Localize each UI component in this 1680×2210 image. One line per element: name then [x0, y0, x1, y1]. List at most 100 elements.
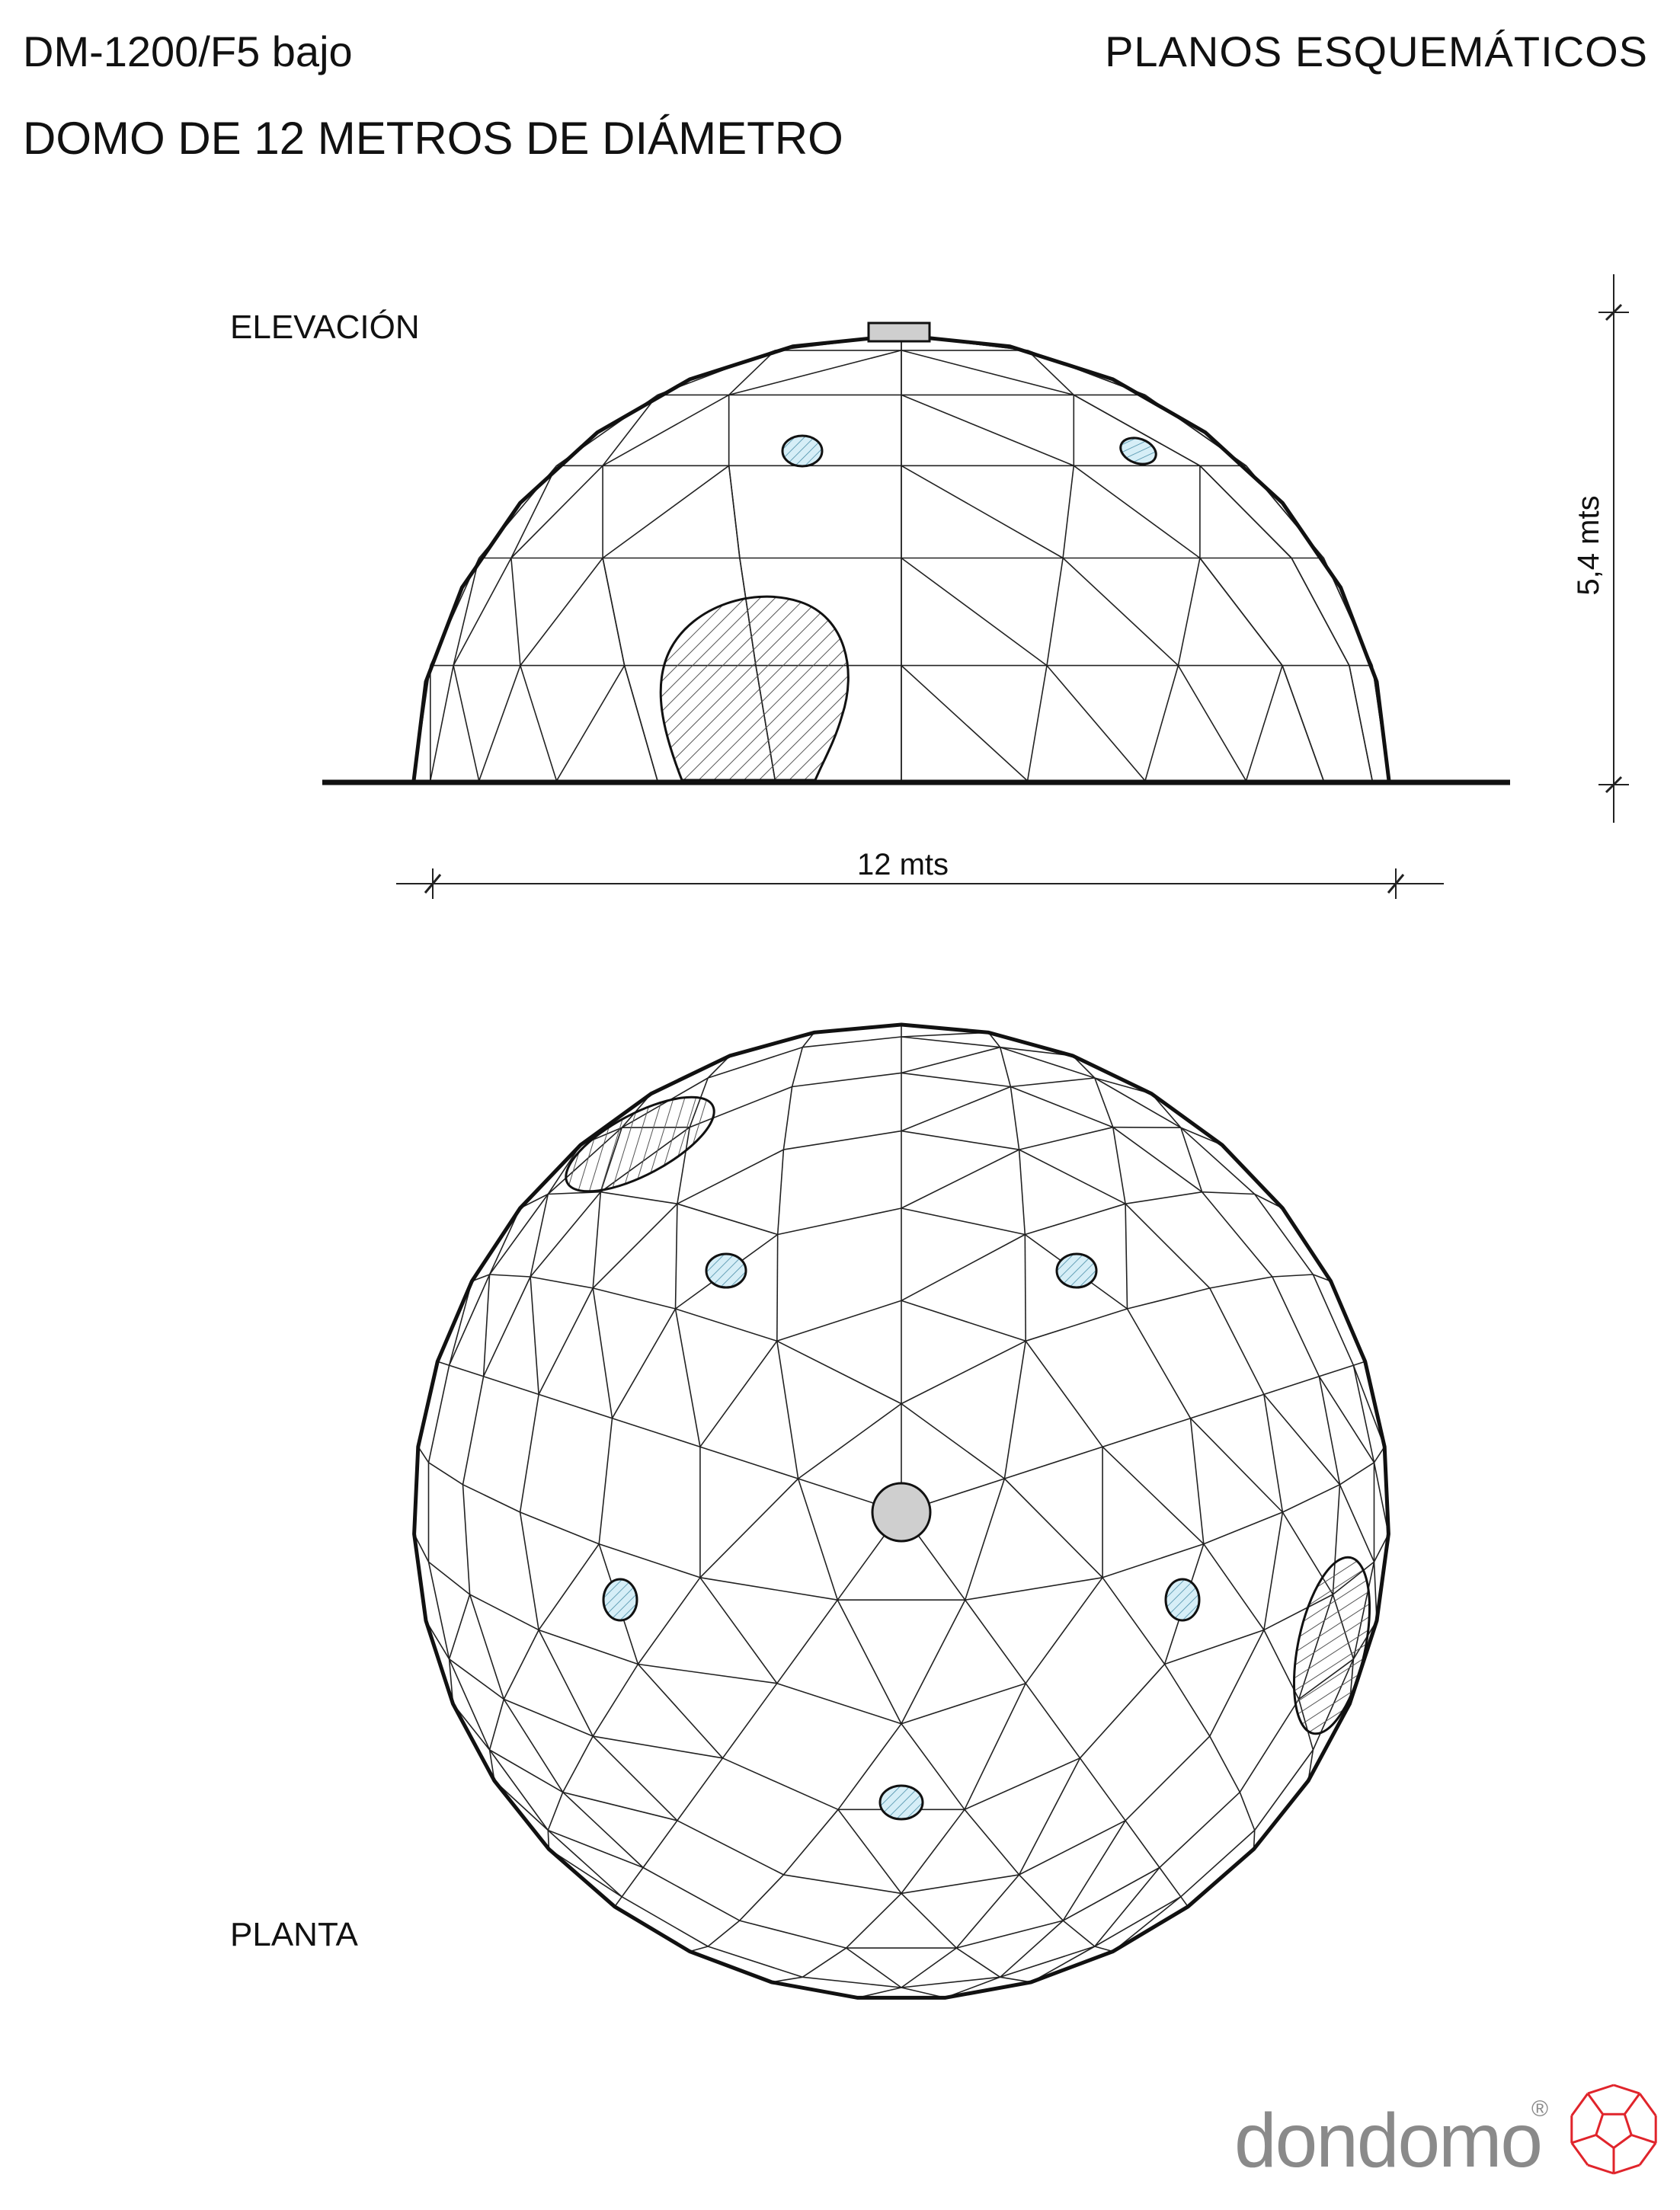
frame-strut	[699, 1577, 778, 1684]
height-dimension	[1598, 274, 1629, 823]
frame-strut	[598, 1418, 613, 1544]
logo-edge	[1638, 2093, 1657, 2116]
elevation-frame-mesh	[413, 334, 1390, 782]
plan-window	[705, 1252, 747, 1289]
frame-strut	[1062, 1866, 1160, 1921]
frame-strut	[901, 350, 1074, 396]
logo-edge	[1595, 2113, 1605, 2135]
frame-strut	[1102, 1417, 1191, 1447]
frame-strut	[901, 1036, 1000, 1048]
frame-strut	[776, 1234, 779, 1342]
width-dimension-label: 12 mts	[857, 848, 949, 881]
frame-strut	[901, 1874, 1019, 1895]
frame-strut	[1263, 1376, 1320, 1396]
dondomo-logo-icon	[1570, 2084, 1657, 2175]
frame-strut	[462, 1484, 520, 1513]
frame-strut	[562, 1792, 644, 1869]
frame-strut	[548, 1848, 622, 1898]
frame-strut	[547, 1829, 622, 1898]
logo-edge	[1587, 2164, 1614, 2175]
frame-strut	[520, 558, 603, 667]
frame-strut	[614, 1896, 622, 1908]
frame-strut	[1026, 665, 1048, 782]
frame-strut	[837, 1809, 902, 1894]
frame-strut	[1352, 1364, 1385, 1447]
plan-window	[878, 1784, 924, 1821]
page-title: DOMO DE 12 METROS DE DIÁMETRO	[23, 113, 843, 164]
frame-strut	[901, 557, 1048, 667]
frame-strut	[469, 1594, 505, 1700]
frame-strut	[1282, 665, 1325, 782]
frame-strut	[964, 1683, 1026, 1810]
frame-strut	[782, 1809, 839, 1876]
plan-door-north	[565, 1095, 715, 1193]
frame-strut	[1318, 1376, 1375, 1463]
logo-edge	[1595, 2134, 1614, 2149]
frame-strut	[901, 1809, 965, 1894]
frame-strut	[728, 465, 741, 558]
frame-strut	[674, 1204, 678, 1310]
model-code: DM-1200/F5 bajo	[23, 27, 353, 75]
frame-strut	[1000, 1946, 1096, 1978]
frame-strut	[777, 1207, 902, 1236]
frame-strut	[1180, 1127, 1256, 1195]
logo-edge	[1638, 2142, 1657, 2166]
frame-strut	[955, 1874, 1020, 1949]
logo-edge	[1613, 2134, 1633, 2149]
frame-strut	[1102, 1543, 1205, 1578]
frame-strut	[1062, 1820, 1126, 1921]
frame-strut	[449, 1658, 504, 1700]
frame-strut	[448, 1274, 491, 1366]
frame-strut	[1094, 1077, 1114, 1127]
frame-strut	[1272, 1274, 1314, 1278]
frame-strut	[427, 1562, 450, 1659]
frame-strut	[965, 1577, 1103, 1601]
frame-strut	[612, 1417, 701, 1447]
frame-strut	[1094, 1077, 1182, 1128]
frame-strut	[1112, 1127, 1203, 1193]
frame-strut	[611, 1308, 677, 1419]
frame-strut	[1019, 1126, 1113, 1150]
frame-strut	[483, 1376, 539, 1396]
frame-strut	[530, 1191, 601, 1278]
frame-strut	[901, 394, 1074, 467]
frame-strut	[538, 1287, 594, 1395]
frame-strut	[1202, 1191, 1255, 1195]
frame-strut	[1349, 665, 1373, 782]
frame-strut	[707, 1046, 803, 1079]
frame-strut	[728, 350, 902, 396]
frame-strut	[1282, 1484, 1340, 1513]
frame-strut	[674, 1308, 701, 1447]
frame-strut	[1319, 1364, 1354, 1377]
frame-strut	[428, 1561, 471, 1595]
frame-strut	[448, 1594, 471, 1660]
frame-strut	[901, 1892, 957, 1949]
frame-strut	[1189, 1418, 1283, 1513]
frame-strut	[1125, 1203, 1211, 1289]
frame-strut	[600, 1191, 678, 1204]
width-dimension	[396, 868, 1444, 899]
frame-strut	[1073, 465, 1201, 559]
frame-strut	[478, 665, 521, 782]
frame-strut	[1263, 1394, 1284, 1513]
frame-strut	[642, 1866, 741, 1921]
frame-strut	[562, 1735, 594, 1793]
plan-window	[602, 1578, 638, 1622]
frame-strut	[637, 1663, 724, 1759]
frame-strut	[901, 1599, 966, 1725]
frame-strut	[1202, 1191, 1273, 1278]
frame-strut	[469, 1594, 539, 1631]
frame-strut	[510, 465, 558, 558]
plan-outline	[412, 1022, 1390, 2000]
frame-strut	[728, 350, 776, 395]
frame-strut	[602, 394, 730, 466]
frame-strut	[448, 1658, 491, 1751]
frame-strut	[901, 1130, 1019, 1150]
frame-strut	[1144, 665, 1179, 782]
frame-strut	[621, 1867, 644, 1898]
frame-strut	[1209, 1287, 1265, 1395]
frame-strut	[538, 1393, 613, 1419]
frame-strut	[776, 1341, 799, 1479]
logo-edge	[1570, 2093, 1589, 2116]
frame-strut	[802, 1036, 902, 1048]
